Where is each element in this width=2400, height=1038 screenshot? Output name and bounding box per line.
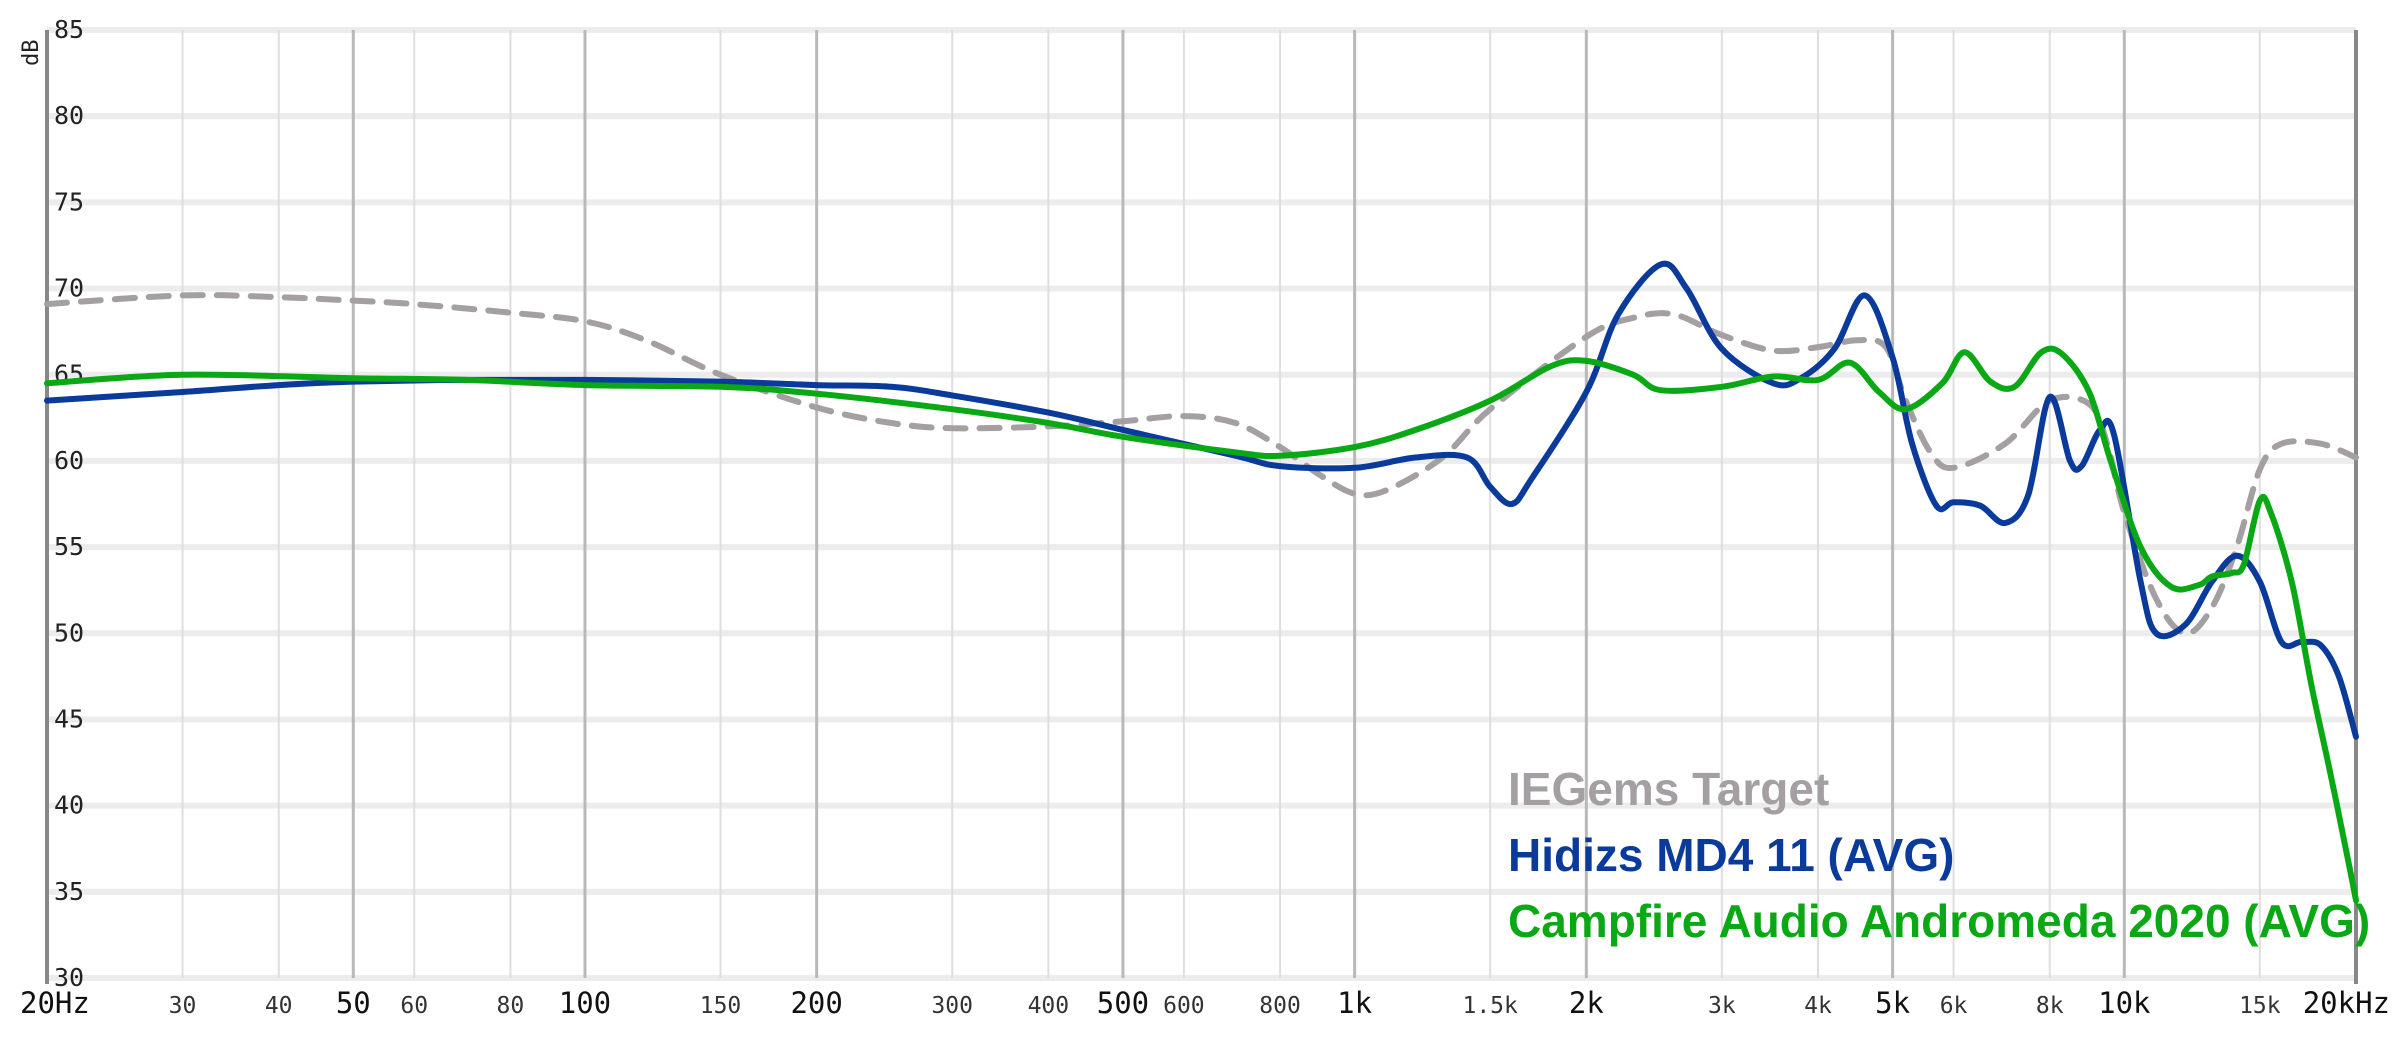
y-tick-label: 30 [54, 963, 84, 992]
x-tick-label: 6k [1940, 993, 1968, 1019]
x-tick-label: 4k [1804, 993, 1832, 1019]
x-tick-label: 800 [1259, 993, 1301, 1019]
x-tick-label: 1.5k [1462, 993, 1518, 1019]
legend: IEGems Target Hidizs MD4 11 (AVG) Campfire… [1508, 763, 2370, 947]
y-tick-label: 75 [54, 187, 84, 216]
y-axis-label: dB [19, 40, 44, 67]
x-tick-label: 3k [1708, 993, 1736, 1019]
x-tick-label: 5k [1875, 986, 1910, 1020]
x-tick-label: 15k [2239, 993, 2281, 1019]
y-tick-label: 60 [54, 446, 84, 475]
x-tick-label: 50 [336, 986, 371, 1020]
x-tick-label: 300 [931, 993, 973, 1019]
series-lines [44, 260, 2359, 904]
x-tick-label: 2k [1569, 986, 1604, 1020]
y-tick-label: 55 [54, 532, 84, 561]
x-tick-label: 10k [2098, 986, 2151, 1020]
y-tick-label: 85 [54, 15, 84, 44]
y-tick-label: 45 [54, 704, 84, 733]
x-tick-label: 20Hz [20, 986, 90, 1020]
x-tick-label: 600 [1163, 993, 1205, 1019]
x-tick-label: 20kHz [2303, 986, 2390, 1020]
series-line-0 [44, 292, 2359, 637]
x-tick-label: 60 [400, 993, 428, 1019]
series-line-2 [44, 345, 2359, 904]
legend-entry-1: Hidizs MD4 11 (AVG) [1508, 829, 1954, 881]
y-tick-label: 80 [54, 101, 84, 130]
x-tick-label: 150 [700, 993, 742, 1019]
legend-entry-2: Campfire Audio Andromeda 2020 (AVG) [1508, 895, 2370, 947]
y-tick-label: 40 [54, 791, 84, 820]
x-tick-label: 8k [2036, 993, 2064, 1019]
x-tick-label: 500 [1097, 986, 1149, 1020]
legend-entry-0: IEGems Target [1508, 763, 1829, 815]
y-tick-label: 50 [54, 618, 84, 647]
x-tick-label: 40 [265, 993, 293, 1019]
x-tick-label: 400 [1028, 993, 1070, 1019]
y-tick-label: 70 [54, 274, 84, 303]
x-tick-label: 100 [559, 986, 611, 1020]
x-tick-label: 30 [169, 993, 197, 1019]
series-line-1 [44, 260, 2359, 740]
x-tick-label: 200 [790, 986, 842, 1020]
x-tick-label: 1k [1337, 986, 1372, 1020]
grid [47, 27, 2356, 981]
y-tick-label: 35 [54, 877, 84, 906]
x-tick-label: 80 [497, 993, 525, 1019]
